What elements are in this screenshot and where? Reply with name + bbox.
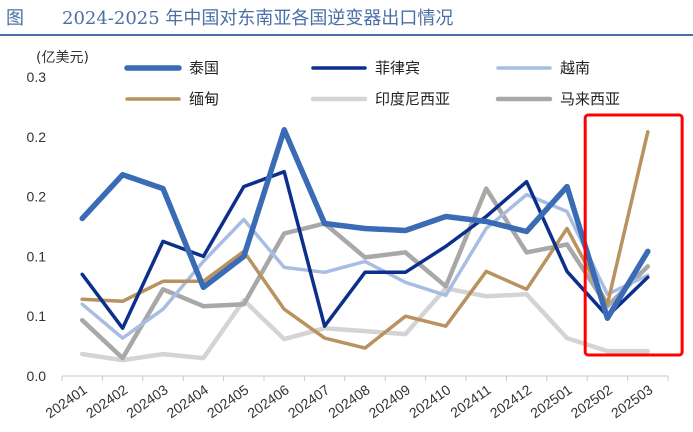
x-tick-label: 202404 bbox=[164, 381, 212, 421]
figure-title: 2024-2025 年中国对东南亚各国逆变器出口情况 bbox=[62, 8, 454, 29]
legend-label: 缅甸 bbox=[189, 90, 219, 108]
x-tick-label: 202408 bbox=[325, 381, 373, 421]
x-tick-label: 202407 bbox=[285, 381, 333, 421]
y-tick-label: 0.1 bbox=[27, 308, 47, 324]
figure-header: 图 2024-2025 年中国对东南亚各国逆变器出口情况 bbox=[0, 0, 693, 36]
series-line-1 bbox=[80, 169, 650, 330]
legend-label: 菲律宾 bbox=[375, 59, 420, 77]
series-group bbox=[79, 127, 651, 363]
figure-label: 图 bbox=[6, 8, 24, 29]
x-tick-label: 202410 bbox=[406, 381, 454, 421]
highlight-box bbox=[583, 113, 684, 357]
x-tick-label: 202401 bbox=[42, 381, 90, 421]
series-line-3 bbox=[80, 130, 650, 350]
y-axis: 0.0 0.1 0.1 0.2 0.2 0.3 bbox=[27, 69, 47, 384]
y-unit-label: (亿美元) bbox=[36, 50, 89, 66]
x-tick-label: 202405 bbox=[204, 381, 252, 421]
x-tick-label: 202501 bbox=[527, 381, 575, 421]
y-tick-label: 0.2 bbox=[27, 189, 47, 205]
legend-label: 印度尼西亚 bbox=[375, 90, 450, 108]
legend-label: 泰国 bbox=[189, 59, 219, 77]
x-tick-label: 202409 bbox=[366, 381, 414, 421]
x-tick-label: 202406 bbox=[244, 381, 292, 421]
x-tick-label: 202503 bbox=[608, 381, 656, 421]
legend-label: 越南 bbox=[560, 59, 590, 77]
y-tick-label: 0.3 bbox=[27, 69, 47, 85]
header-rule bbox=[0, 34, 693, 36]
x-tick-label: 202402 bbox=[83, 381, 131, 421]
series-line-0 bbox=[79, 127, 651, 321]
x-tick-label: 202502 bbox=[568, 381, 616, 421]
series-line-2 bbox=[80, 192, 650, 340]
x-tick-label: 202412 bbox=[487, 381, 535, 421]
legend-label: 马来西亚 bbox=[560, 90, 620, 108]
y-tick-label: 0.1 bbox=[27, 248, 47, 264]
x-axis: 2024012024022024032024042024052024062024… bbox=[42, 376, 669, 421]
y-tick-label: 0.2 bbox=[27, 129, 47, 145]
x-tick-label: 202411 bbox=[447, 381, 494, 420]
x-tick-label: 202403 bbox=[123, 381, 171, 421]
series-line-4 bbox=[79, 286, 651, 363]
y-tick-label: 0.0 bbox=[27, 368, 47, 384]
